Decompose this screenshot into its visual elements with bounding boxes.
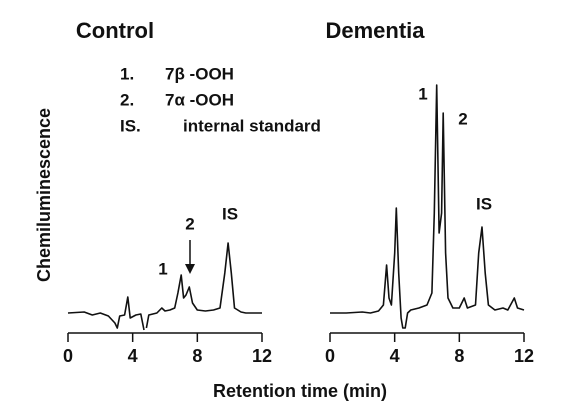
- legend-text: internal standard: [183, 116, 321, 135]
- panel-title: Dementia: [325, 18, 425, 43]
- x-tick-label: 12: [252, 346, 272, 366]
- x-tick-label: 4: [128, 346, 138, 366]
- peak-label: IS: [476, 194, 492, 213]
- peak-label: IS: [222, 204, 238, 223]
- legend-text: 7β -OOH: [165, 64, 234, 83]
- trace: [67, 242, 262, 331]
- x-axis-label: Retention time (min): [213, 381, 387, 401]
- legend-key: IS.: [120, 116, 141, 135]
- x-tick-label: 12: [514, 346, 534, 366]
- x-tick-label: 0: [325, 346, 335, 366]
- peak-label: 1: [418, 84, 427, 103]
- x-tick-label: 4: [390, 346, 400, 366]
- peak-label: 1: [158, 259, 167, 278]
- legend-key: 1.: [120, 64, 134, 83]
- x-tick-label: 0: [63, 346, 73, 366]
- legend-text: 7α -OOH: [165, 90, 234, 109]
- x-tick-label: 8: [192, 346, 202, 366]
- trace: [330, 84, 525, 329]
- arrow-head: [185, 264, 195, 274]
- legend-key: 2.: [120, 90, 134, 109]
- x-tick-label: 8: [454, 346, 464, 366]
- panel-title: Control: [76, 18, 154, 43]
- y-axis-label: Chemiluminescence: [34, 108, 54, 282]
- peak-label: 2: [458, 109, 467, 128]
- peak-label: 2: [185, 214, 194, 233]
